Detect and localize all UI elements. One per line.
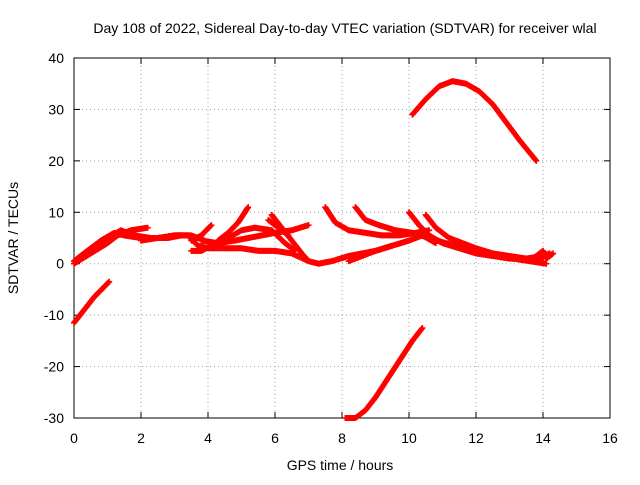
x-tick-label: 10 bbox=[401, 430, 417, 446]
series-arc-mid-1 bbox=[138, 232, 312, 265]
series-arc-rise-3 bbox=[74, 227, 185, 262]
y-tick-label: 30 bbox=[48, 101, 64, 117]
y-tick-label: -20 bbox=[44, 359, 64, 375]
data-point bbox=[208, 222, 215, 229]
x-tick-label: 14 bbox=[535, 430, 551, 446]
y-tick-label: -30 bbox=[44, 410, 64, 426]
y-tick-label: -10 bbox=[44, 307, 64, 323]
y-tick-label: 20 bbox=[48, 153, 64, 169]
data-point bbox=[432, 240, 439, 247]
chart-title: Day 108 of 2022, Sidereal Day-to-day VTE… bbox=[93, 20, 596, 36]
series-arc-hook-2 bbox=[215, 204, 252, 244]
series-arc-end-cluster bbox=[526, 247, 557, 265]
y-tick-label: 10 bbox=[48, 204, 64, 220]
x-tick-label: 12 bbox=[468, 430, 484, 446]
x-tick-label: 2 bbox=[137, 430, 145, 446]
data-point bbox=[550, 250, 557, 257]
x-tick-label: 8 bbox=[338, 430, 346, 446]
series-arc-high-hump bbox=[409, 78, 540, 164]
x-tick-label: 0 bbox=[70, 430, 78, 446]
y-tick-label: 0 bbox=[56, 256, 64, 272]
series-arc-hook-1 bbox=[188, 222, 215, 244]
data-point bbox=[144, 224, 151, 231]
series-arc-low-rise bbox=[342, 325, 426, 421]
data-point bbox=[106, 278, 113, 285]
data-point bbox=[105, 279, 112, 286]
series-arc-early-low bbox=[71, 278, 113, 326]
data-point bbox=[285, 232, 292, 239]
x-axis-label: GPS time / hours bbox=[287, 457, 394, 473]
x-tick-label: 4 bbox=[204, 430, 212, 446]
y-tick-label: 40 bbox=[48, 50, 64, 66]
data-point bbox=[533, 157, 540, 164]
data-series bbox=[71, 78, 557, 421]
series-arc-rise-2 bbox=[71, 224, 151, 267]
data-point bbox=[419, 325, 426, 331]
series-arc-hook-4 bbox=[265, 217, 292, 239]
axis-ticks: 0 2 4 6 8 10 12 14 16 -30 -20 -10 0 10 20 30 40 bbox=[44, 50, 618, 446]
series-arc-late-5 bbox=[345, 232, 439, 265]
data-point bbox=[305, 222, 312, 229]
x-tick-label: 16 bbox=[602, 430, 618, 446]
x-tick-label: 6 bbox=[271, 430, 279, 446]
data-point bbox=[245, 204, 252, 211]
data-point bbox=[543, 260, 550, 267]
series-arc-late-4 bbox=[422, 211, 546, 262]
y-axis-label: SDTVAR / TECUs bbox=[5, 182, 21, 294]
data-point bbox=[207, 223, 214, 229]
